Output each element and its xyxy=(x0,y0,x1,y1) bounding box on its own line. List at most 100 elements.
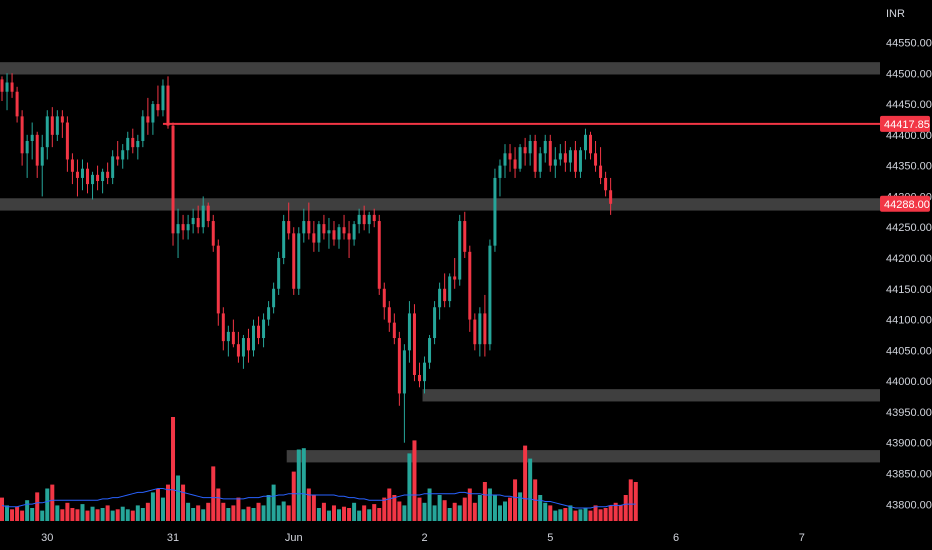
price-axis[interactable]: INR 43800.00 43850.00 43900.00 43950.00 4400… xyxy=(886,8,932,511)
candle xyxy=(523,137,527,166)
candle-body xyxy=(508,153,512,160)
candle-body xyxy=(609,190,613,204)
candle-body xyxy=(121,150,125,160)
candle-body xyxy=(548,140,552,166)
candle-body xyxy=(10,82,14,92)
candle-body xyxy=(15,91,19,117)
volume-bar xyxy=(437,495,442,521)
volume-bar xyxy=(256,502,261,521)
candle xyxy=(428,334,432,369)
candle xyxy=(176,208,180,258)
price-tick-label: 44400.00 xyxy=(886,130,932,142)
time-axis[interactable]: 30 31 Jun 2 5 6 7 xyxy=(41,532,805,544)
candle-body xyxy=(423,362,427,382)
candle xyxy=(146,97,150,135)
candle xyxy=(543,134,547,163)
candle xyxy=(342,214,346,240)
candle xyxy=(589,131,593,160)
volume-bar xyxy=(583,508,588,521)
volume-bar xyxy=(115,509,120,521)
candle-body xyxy=(166,85,170,126)
candle-body xyxy=(473,319,477,345)
candle-body xyxy=(397,338,401,394)
volume-bar xyxy=(181,484,186,521)
candle-body xyxy=(70,159,74,172)
candle xyxy=(161,79,165,117)
candle-body xyxy=(392,322,396,339)
candle xyxy=(252,319,255,357)
zone-2[interactable] xyxy=(422,389,880,402)
candle xyxy=(55,110,59,141)
candle-body xyxy=(25,140,29,154)
volume-bar xyxy=(528,458,533,521)
candle xyxy=(136,134,140,160)
candle xyxy=(407,301,411,363)
volume-bar xyxy=(492,495,497,521)
candle-body xyxy=(538,153,542,172)
candle-body xyxy=(282,221,286,258)
volume-bar xyxy=(392,495,397,521)
candle xyxy=(548,134,552,172)
candle-body xyxy=(493,177,497,246)
volume-bar xyxy=(306,488,311,521)
volume-bar xyxy=(40,510,45,521)
volume-bar xyxy=(211,466,216,521)
candle xyxy=(468,245,472,332)
candle-body xyxy=(111,156,115,178)
candle-body xyxy=(181,224,185,231)
candle xyxy=(392,313,396,345)
candle xyxy=(216,239,220,326)
volume-bar xyxy=(60,509,65,521)
candle-body xyxy=(146,116,150,123)
candle xyxy=(86,162,90,194)
volume-bar xyxy=(477,495,482,521)
candle xyxy=(201,196,205,234)
candle xyxy=(453,257,457,289)
volume-bar xyxy=(140,508,145,521)
candle xyxy=(80,159,84,191)
volume-bar xyxy=(261,505,266,521)
volume-bar xyxy=(623,495,628,521)
candle xyxy=(337,224,341,249)
volume-bar xyxy=(176,475,181,521)
candle-body xyxy=(196,217,200,228)
volume-bar xyxy=(35,492,40,521)
candle xyxy=(307,202,311,240)
zone-0[interactable] xyxy=(0,62,880,75)
volume-bar xyxy=(271,484,276,521)
candle xyxy=(604,171,608,197)
candle xyxy=(131,128,135,154)
volume-bar xyxy=(110,510,115,521)
candle xyxy=(262,313,266,348)
candle-body xyxy=(186,224,190,231)
candle xyxy=(594,140,598,172)
volume-bar xyxy=(538,495,543,521)
candle xyxy=(609,177,613,215)
candle xyxy=(483,294,487,357)
candle-body xyxy=(0,79,4,92)
candle xyxy=(15,86,19,123)
volume-bar xyxy=(20,510,25,521)
candle-body xyxy=(402,350,406,394)
zone-3[interactable] xyxy=(286,450,881,463)
candle-body xyxy=(136,140,140,148)
volume-bar xyxy=(120,506,125,521)
volume-bar xyxy=(367,509,372,521)
volume-bar xyxy=(55,505,60,521)
candle xyxy=(382,282,386,320)
candle xyxy=(503,144,507,178)
volume-bar xyxy=(281,501,286,521)
volume-bar xyxy=(150,492,155,521)
volume-bar xyxy=(347,508,352,521)
candle xyxy=(70,153,74,185)
candle xyxy=(302,208,306,243)
candle xyxy=(513,147,517,178)
candle xyxy=(397,331,401,406)
candle-body xyxy=(483,313,487,345)
volume-bar xyxy=(231,505,236,521)
candle-body xyxy=(292,233,296,289)
candle xyxy=(50,107,54,148)
candle-body xyxy=(191,217,195,225)
zone-1[interactable] xyxy=(0,198,880,211)
